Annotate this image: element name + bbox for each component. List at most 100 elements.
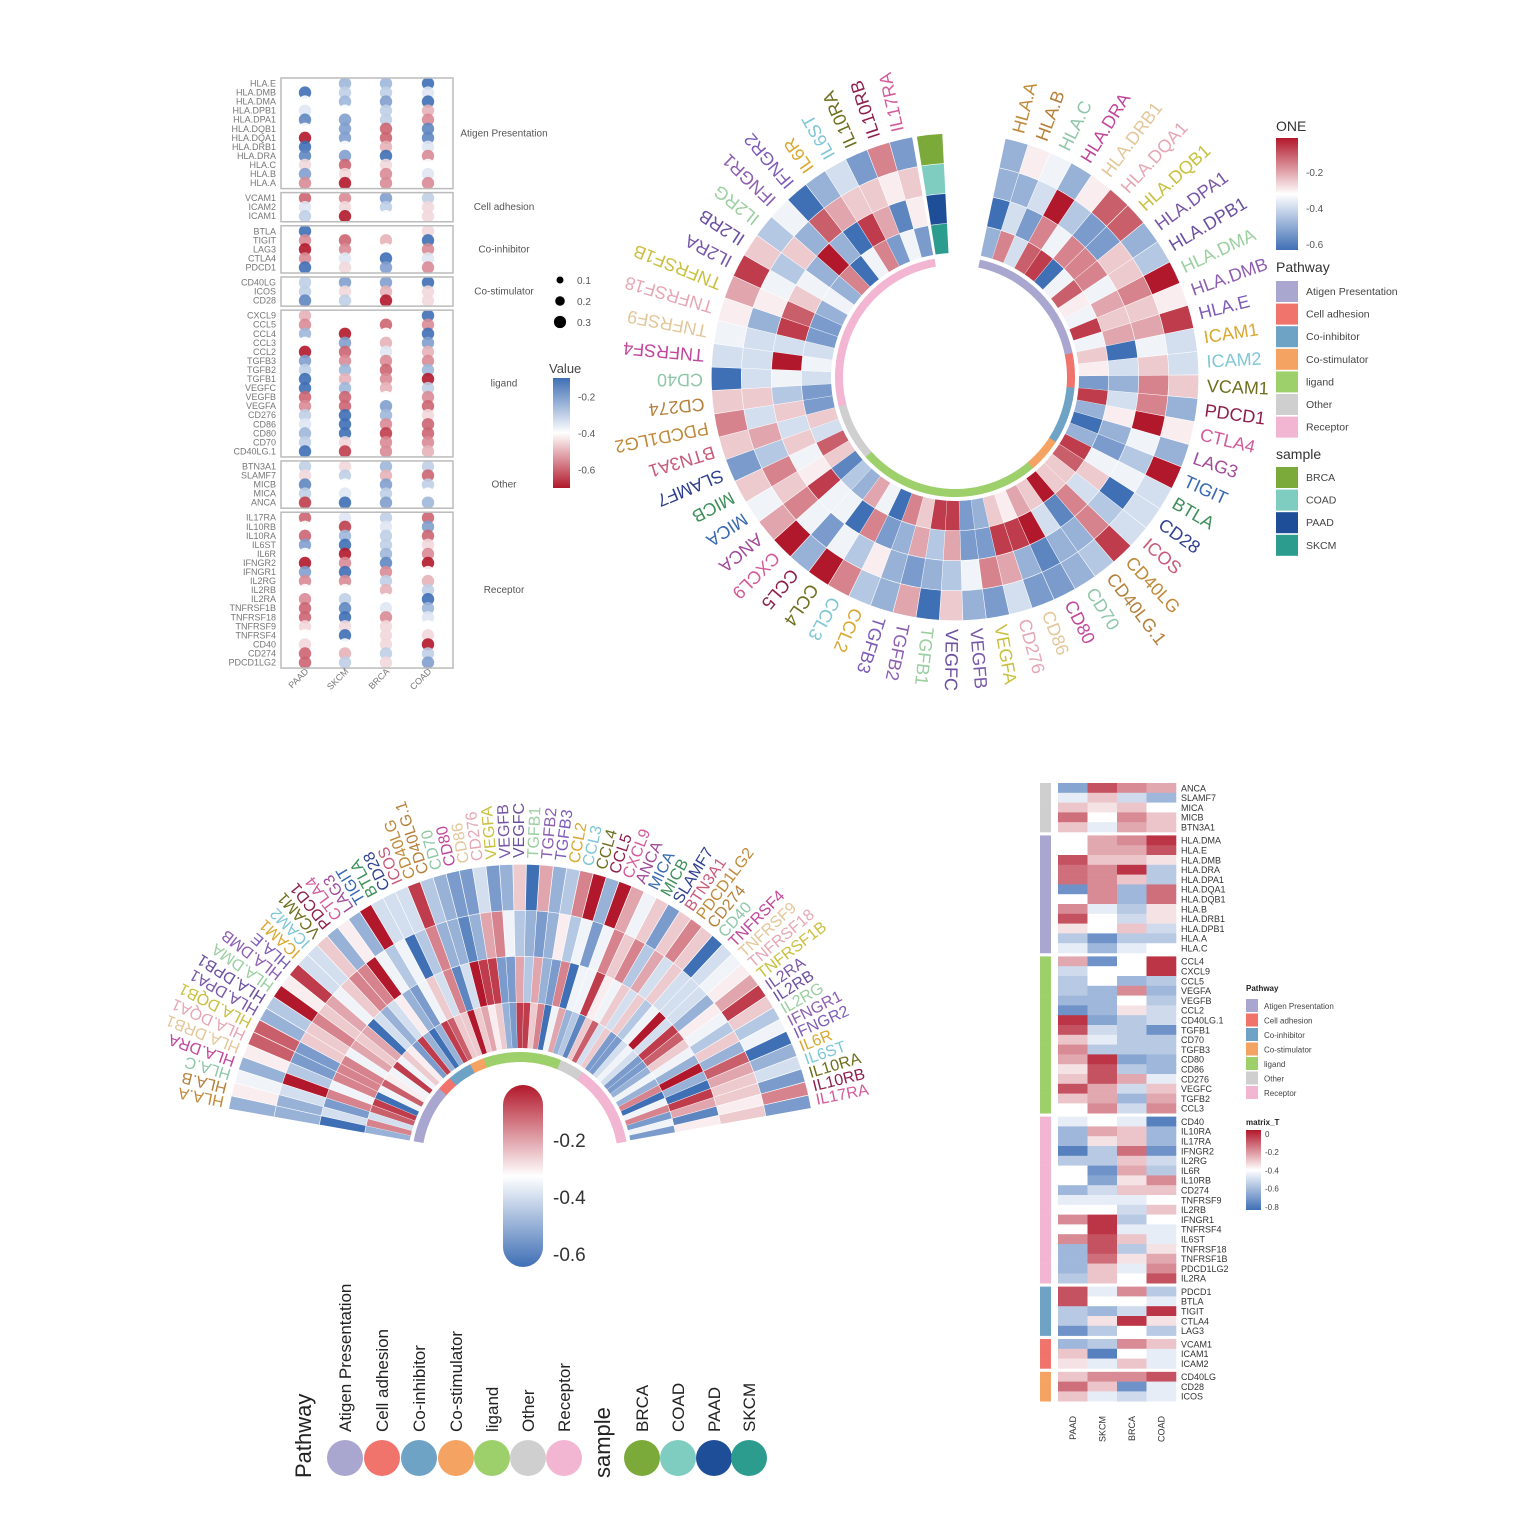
semicircular-heatmap-panel: HLA.AHLA.BHLA.CHLA.DRAHLA.DRB1HLA.DQA1HL…: [164, 799, 871, 1478]
gene-label: VEGFA: [990, 623, 1020, 686]
heatmap-cell: [329, 1080, 375, 1105]
heatmap-cell: [533, 911, 548, 958]
row-label: CD28: [1181, 1382, 1204, 1392]
row-label: CD86: [1181, 1065, 1204, 1075]
row-label: VEGFB: [1181, 996, 1212, 1006]
pathway-track-cell: [834, 371, 844, 384]
heatmap-cell: [971, 497, 990, 530]
dot: [298, 318, 312, 331]
color-bar-tick: -0.8: [1265, 1203, 1279, 1212]
heatmap-cell: [238, 1057, 286, 1084]
pathway-annotation-cell: [1040, 1136, 1051, 1147]
heatmap-cell: [1064, 304, 1097, 330]
heatmap-cell: [735, 468, 772, 502]
heatmap-cell: [524, 910, 537, 957]
heatmap-cell: [999, 138, 1028, 173]
heatmap-cell: [1117, 995, 1147, 1006]
dot: [338, 478, 352, 491]
legend-title: sample: [1276, 446, 1321, 462]
heatmap-cell: [364, 1126, 411, 1141]
heatmap-cell: [806, 171, 841, 208]
dot: [421, 318, 435, 331]
pathway-track-cell: [998, 266, 1013, 279]
row-label: IL17RA: [246, 513, 276, 523]
heatmap-cell: [1135, 393, 1168, 416]
dot: [338, 131, 352, 145]
dot: [421, 345, 435, 359]
dot: [298, 167, 312, 181]
pathway-annotation-cell: [1040, 1155, 1051, 1166]
pathway-track-cell: [872, 281, 887, 296]
heatmap-cell: [806, 407, 839, 429]
heatmap-cell: [691, 944, 732, 986]
gene-label: PDCD1: [1203, 400, 1266, 428]
heatmap-cell: [1058, 291, 1091, 319]
dot: [421, 611, 435, 624]
heatmap-cell: [633, 1018, 673, 1056]
heatmap-cell: [402, 989, 435, 1032]
heatmap-cell: [810, 313, 843, 337]
heatmap-cell: [1023, 572, 1054, 608]
heatmap-cell: [1085, 226, 1120, 261]
pathway-track-cell: [615, 1136, 627, 1144]
pathway-annotation-cell: [1040, 1358, 1051, 1369]
pathway-track-cell: [596, 1092, 608, 1103]
pathway-legend-swatch: [1246, 1057, 1258, 1070]
heatmap-cell: [1146, 985, 1177, 996]
color-bar-tick: -0.4: [1265, 1166, 1279, 1175]
heatmap-cell: [803, 395, 835, 415]
dot: [379, 252, 393, 265]
row-label: IL10RA: [246, 531, 276, 541]
pathway-track-cell: [845, 316, 859, 331]
heatmap-cell: [1065, 422, 1098, 447]
heatmap-cell: [451, 965, 474, 1012]
row-label: IL6R: [1181, 1166, 1201, 1176]
heatmap-cell: [801, 356, 833, 372]
pathway-track-cell: [465, 1064, 475, 1076]
group-label: Atigen Presentation: [460, 128, 547, 139]
heatmap-cell: [447, 1017, 473, 1061]
heatmap-cell: [757, 1069, 805, 1094]
heatmap-cell: [1058, 1381, 1088, 1392]
dot: [298, 345, 312, 359]
pathway-annotation-cell: [1040, 1224, 1051, 1235]
size-legend-dot: [555, 296, 565, 306]
heatmap-cell: [1087, 783, 1118, 794]
pathway-legend-swatch: [1246, 1028, 1258, 1041]
heatmap-cell: [899, 229, 922, 262]
row-label: CCL4: [1181, 957, 1204, 967]
pathway-annotation-cell: [1040, 864, 1051, 875]
pathway-track-cell: [424, 1104, 437, 1114]
heatmap-cell: [409, 984, 441, 1028]
dot: [421, 131, 435, 145]
pathway-track-cell: [1058, 408, 1071, 422]
dot: [421, 354, 435, 368]
heatmap-cell: [1117, 966, 1147, 977]
dot: [421, 436, 435, 449]
row-label: IL6R: [257, 549, 277, 559]
heatmap-cell: [593, 877, 619, 925]
heatmap-cell: [1117, 845, 1147, 856]
heatmap-cell: [1058, 1195, 1088, 1206]
heatmap-cell: [340, 978, 380, 1019]
row-label: IL6ST: [252, 540, 277, 550]
heatmap-cell: [1105, 340, 1138, 361]
heatmap-cell: [325, 995, 367, 1033]
heatmap-cell: [670, 1097, 717, 1119]
dot: [298, 520, 312, 533]
dot: [379, 478, 393, 491]
heatmap-cell: [719, 430, 754, 460]
heatmap-cell: [1117, 1214, 1147, 1225]
heatmap-cell: [1034, 258, 1064, 290]
heatmap-cell: [1131, 411, 1165, 436]
heatmap-cell: [788, 285, 822, 313]
heatmap-cell: [982, 494, 1004, 527]
heatmap-cell: [1146, 1136, 1177, 1147]
heatmap-cell: [777, 415, 811, 439]
pathway-annotation-cell: [1040, 1034, 1051, 1045]
dot: [421, 210, 435, 223]
row-label: IL6ST: [1181, 1235, 1206, 1245]
heatmap-cell: [1145, 456, 1182, 488]
heatmap-cell: [618, 1085, 662, 1112]
heatmap-cell: [811, 512, 845, 548]
